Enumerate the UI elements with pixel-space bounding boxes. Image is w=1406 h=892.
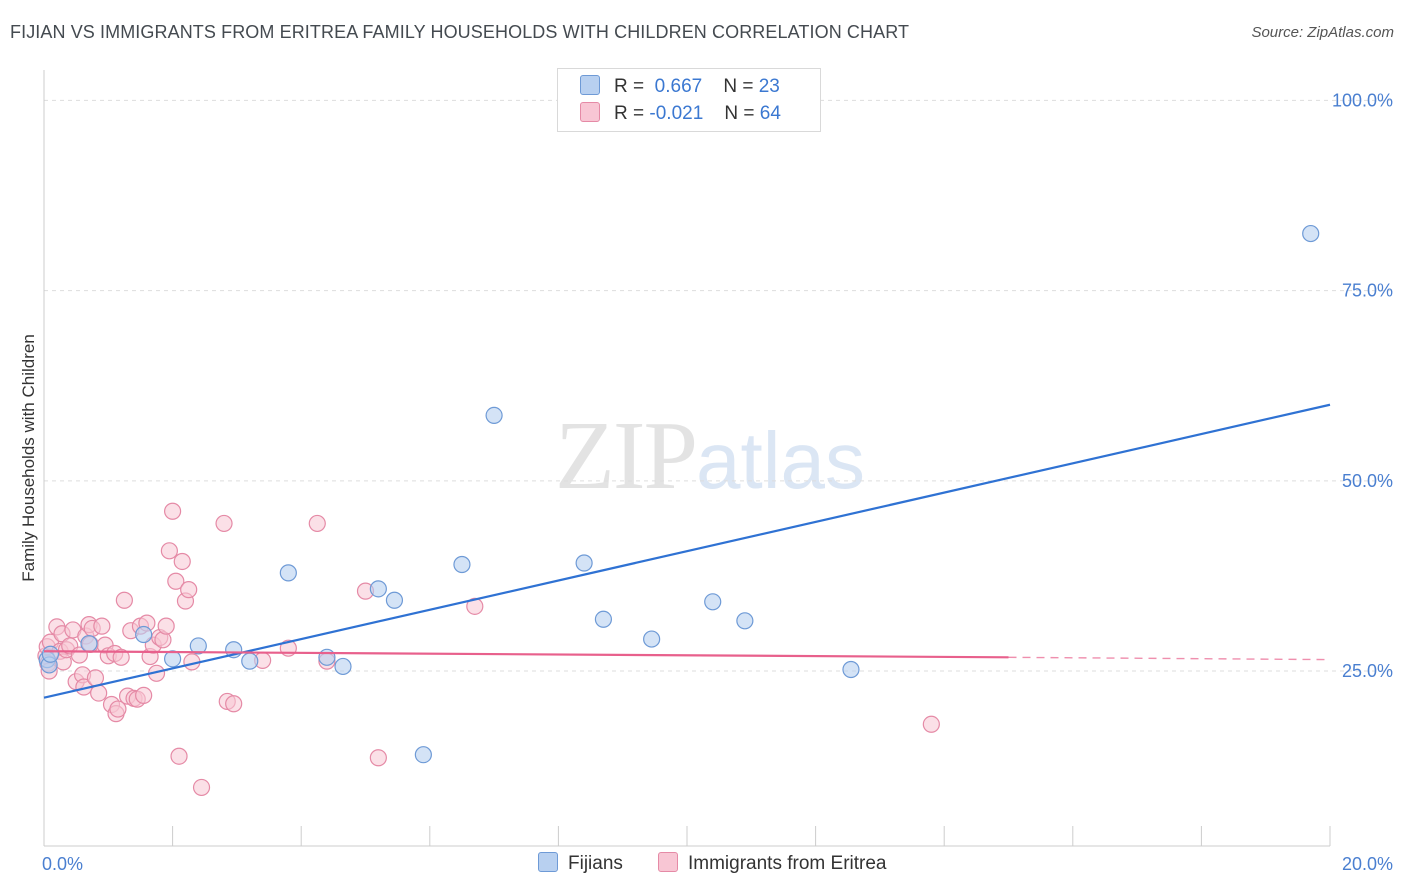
fijians-point: [1302, 224, 1320, 243]
eritrea-point: [192, 778, 211, 797]
eritrea-point: [157, 617, 175, 635]
fijians-point: [135, 625, 153, 644]
fijians-swatch: [580, 75, 600, 95]
legend-row-eritrea: R = -0.021 N = 64: [580, 102, 781, 126]
fijians-point: [318, 648, 336, 666]
y-tick-label: 100.0%: [1332, 90, 1393, 110]
source-label: Source: ZipAtlas.com: [1251, 24, 1394, 41]
eritrea-r-label: R =: [614, 103, 645, 124]
eritrea-trend-line-extension: [1008, 656, 1331, 661]
legend-item-eritrea: Immigrants from Eritrea: [658, 852, 886, 875]
eritrea-point: [112, 648, 130, 666]
x-tick-label: 20.0%: [1342, 854, 1393, 874]
series-legend: Fijians Immigrants from Eritrea: [0, 852, 1406, 878]
fijians-point: [334, 657, 352, 676]
eritrea-point: [170, 747, 188, 765]
fijians-point: [189, 637, 207, 655]
fijians-point: [704, 593, 722, 611]
eritrea-point: [466, 597, 484, 615]
watermark-zip: ZIP: [555, 402, 698, 510]
fijians-point: [279, 564, 297, 582]
fijians-point: [643, 630, 661, 648]
fijians-r-label: R =: [614, 76, 645, 97]
fijians-r-value: 0.667: [654, 76, 703, 97]
eritrea-point: [135, 686, 153, 704]
fijians-point: [485, 406, 503, 424]
y-tick-label: 50.0%: [1342, 471, 1393, 491]
eritrea-r-value: -0.021: [649, 103, 704, 124]
eritrea-point: [369, 749, 387, 767]
fijians-point: [164, 650, 182, 668]
eritrea-legend-label: Immigrants from Eritrea: [688, 853, 887, 874]
eritrea-point: [225, 695, 243, 713]
eritrea-legend-swatch: [658, 852, 678, 872]
fijians-legend-swatch: [538, 852, 558, 872]
fijians-trend-line: [43, 403, 1331, 699]
eritrea-point: [160, 542, 178, 560]
fijians-point: [80, 635, 98, 653]
eritrea-point: [173, 552, 191, 571]
fijians-point: [241, 652, 259, 670]
eritrea-point: [109, 700, 127, 718]
y-tick-label: 25.0%: [1342, 661, 1393, 681]
legend-item-fijians: Fijians: [538, 852, 623, 875]
fijians-point: [453, 555, 471, 574]
eritrea-point: [308, 514, 326, 533]
fijians-n-label: N =: [723, 76, 754, 97]
fijians-point: [385, 591, 404, 609]
fijians-point: [575, 554, 593, 572]
eritrea-point: [215, 514, 233, 533]
fijians-point: [414, 746, 432, 764]
y-axis-label: Family Households with Children: [19, 334, 38, 582]
eritrea-trend-line: [43, 650, 1009, 659]
fijians-point: [594, 610, 613, 628]
eritrea-point: [86, 669, 105, 687]
fijians-point: [736, 612, 754, 630]
eritrea-point: [93, 617, 111, 635]
eritrea-point: [180, 581, 198, 599]
fijians-legend-label: Fijians: [568, 853, 623, 874]
eritrea-point: [164, 502, 182, 520]
fijians-n-value: 23: [758, 76, 780, 97]
correlation-legend: R = 0.667 N = 23 R = -0.021 N = 64: [557, 68, 821, 132]
fijians-point: [369, 580, 387, 598]
eritrea-point: [115, 591, 133, 609]
eritrea-n-label: N =: [724, 103, 755, 124]
eritrea-point: [922, 715, 940, 733]
watermark-atlas: atlas: [696, 416, 865, 505]
fijians-point: [41, 645, 60, 663]
x-tick-label: 0.0%: [42, 854, 83, 874]
eritrea-point: [167, 572, 185, 590]
legend-row-fijians: R = 0.667 N = 23: [580, 75, 780, 99]
eritrea-swatch: [580, 102, 600, 122]
fijians-point: [842, 660, 860, 679]
chart-title: FIJIAN VS IMMIGRANTS FROM ERITREA FAMILY…: [10, 22, 910, 42]
watermark: ZIPatlas: [555, 400, 865, 512]
eritrea-n-value: 64: [759, 103, 781, 124]
y-tick-label: 75.0%: [1342, 281, 1393, 301]
